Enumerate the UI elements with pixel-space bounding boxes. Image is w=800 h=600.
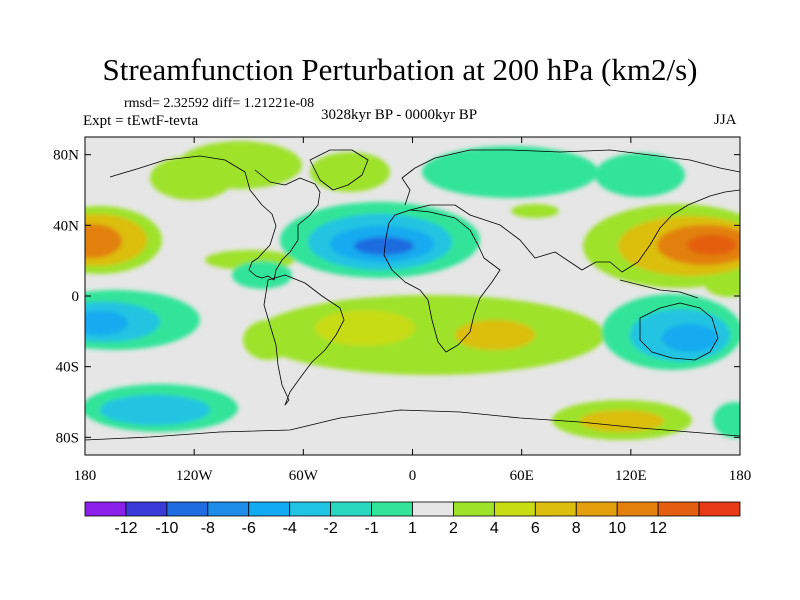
colorbar-swatch bbox=[330, 501, 372, 517]
anomaly-eurasia-negative bbox=[422, 146, 598, 198]
anomaly-australia-negative-core bbox=[662, 324, 718, 352]
anomaly-ross-sea-negative bbox=[713, 402, 740, 438]
antarctica-coast bbox=[85, 409, 740, 441]
anomaly-siberia-negative bbox=[595, 153, 685, 197]
lat-tick-label: 80S bbox=[56, 430, 79, 446]
colorbar-label: -10 bbox=[155, 520, 178, 537]
anomaly-gulf-negative bbox=[232, 261, 292, 289]
anomaly-east-asia-positive-core bbox=[687, 235, 737, 255]
anomaly-south-america-positive bbox=[243, 320, 293, 360]
colorbar-label: 4 bbox=[490, 520, 499, 537]
north-america-coast bbox=[109, 155, 321, 281]
colorbar-swatch bbox=[248, 501, 291, 517]
maritime-continent-coast bbox=[619, 279, 699, 299]
colorbar-swatch bbox=[125, 501, 168, 517]
colorbar-label: -12 bbox=[114, 520, 137, 537]
australia-coast bbox=[639, 302, 719, 361]
colorbar-label: 10 bbox=[608, 520, 626, 537]
longitude-axis: 180 120W 60W 0 60E 120E 180 bbox=[74, 137, 752, 484]
anomaly-southern-ocean-positive-core bbox=[580, 410, 664, 432]
colorbar-swatch bbox=[698, 501, 741, 517]
season-label: JJA bbox=[714, 112, 737, 128]
anomaly-tropical-pacific-negative-core bbox=[85, 311, 128, 335]
colorbar-label: 2 bbox=[449, 520, 458, 537]
colorbar-swatch bbox=[657, 501, 700, 517]
lon-tick-label: 0 bbox=[409, 468, 417, 484]
greenland-coast bbox=[309, 149, 369, 191]
lat-tick-label: 0 bbox=[72, 289, 80, 305]
anomaly-south-atlantic-positive-west bbox=[315, 310, 415, 346]
lat-tick-label: 80N bbox=[53, 148, 79, 164]
south-america-coast bbox=[263, 274, 345, 406]
africa-coast bbox=[383, 209, 501, 353]
anomaly-west-pacific-positive bbox=[705, 273, 740, 297]
colorbar-swatch bbox=[412, 501, 454, 517]
anomaly-south-pacific-negative-core bbox=[100, 395, 210, 425]
contour-field bbox=[85, 137, 740, 455]
colorbar-swatch bbox=[453, 501, 495, 517]
colorbar-swatch bbox=[575, 501, 618, 517]
eurasia-north-coast bbox=[401, 149, 740, 206]
anomaly-south-africa-positive bbox=[455, 320, 535, 350]
lat-tick-label: 40N bbox=[53, 218, 79, 234]
anomaly-atlantic-negative-core bbox=[354, 237, 414, 255]
colorbar-swatch bbox=[493, 501, 536, 517]
colorbar-swatch bbox=[616, 501, 659, 517]
latitude-axis: 80N 40N 0 40S 80S bbox=[53, 148, 740, 446]
lat-tick-label: 40S bbox=[56, 360, 79, 376]
eurasia-south-coast bbox=[409, 189, 740, 273]
colorbar-label: 1 bbox=[408, 520, 417, 537]
anomaly-pacific-positive-core bbox=[85, 224, 122, 258]
colorbar-label: 8 bbox=[572, 520, 581, 537]
map-title: Streamfunction Perturbation at 200 hPa (… bbox=[102, 52, 698, 87]
colorbar-label: -2 bbox=[324, 520, 338, 537]
anomaly-south-atlantic-positive-outer bbox=[255, 295, 605, 375]
colorbar-swatch bbox=[84, 501, 127, 517]
lon-tick-label: 120W bbox=[176, 468, 214, 484]
colorbar-swatch bbox=[371, 501, 413, 517]
anomaly-arctic-positive bbox=[178, 141, 302, 189]
experiment-label: Expt = tEwtF-tevta bbox=[83, 113, 199, 129]
stats-line: rmsd= 2.32592 diff= 1.21221e-08 bbox=[124, 96, 315, 111]
colorbar-swatch bbox=[289, 501, 332, 517]
colorbar-label: -1 bbox=[364, 520, 378, 537]
lon-tick-label: 120E bbox=[615, 468, 647, 484]
anomaly-greenland-positive bbox=[310, 152, 390, 192]
anomaly-mediterranean-positive bbox=[511, 204, 559, 218]
colorbar: -12 -10 -8 -6 -4 -2 -1 1 2 4 6 8 10 12 bbox=[84, 501, 741, 537]
colorbar-label: 12 bbox=[649, 520, 667, 537]
colorbar-label: -6 bbox=[242, 520, 256, 537]
colorbar-swatch bbox=[534, 501, 577, 517]
lon-tick-label: 180 bbox=[729, 468, 752, 484]
colorbar-swatch bbox=[166, 501, 209, 517]
colorbar-label: -8 bbox=[201, 520, 215, 537]
colorbar-swatch bbox=[207, 501, 250, 517]
colorbar-label: 6 bbox=[531, 520, 540, 537]
coastlines bbox=[85, 149, 740, 441]
period-subtitle: 3028kyr BP - 0000kyr BP bbox=[321, 107, 478, 123]
lon-tick-label: 60W bbox=[289, 468, 319, 484]
lon-tick-label: 180 bbox=[74, 468, 97, 484]
lon-tick-label: 60E bbox=[510, 468, 534, 484]
colorbar-label: -4 bbox=[283, 520, 297, 537]
